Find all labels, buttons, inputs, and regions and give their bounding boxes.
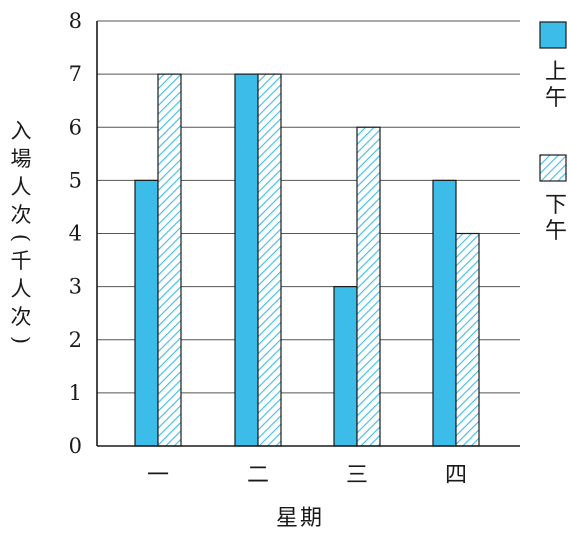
y-tick-label: 1 — [69, 381, 82, 405]
x-tick-labels: 一二三四 — [147, 463, 467, 488]
bars — [134, 73, 480, 447]
x-tick-label: 二 — [247, 463, 269, 488]
y-tick-label: 5 — [69, 168, 82, 192]
y-tick-label: 4 — [69, 222, 82, 246]
y-axis-label-char: 入 — [10, 119, 32, 143]
legend-label-afternoon: 下午 — [544, 193, 567, 244]
x-axis-label: 星期 — [276, 506, 325, 531]
legend-swatch-afternoon — [539, 154, 567, 182]
y-tick-label: 0 — [69, 434, 82, 458]
bar-morning-2 — [234, 73, 259, 447]
legend-label-morning: 上午 — [544, 60, 567, 111]
y-tick-label: 7 — [69, 62, 82, 86]
x-tick-label: 四 — [445, 463, 467, 488]
bar-morning-4 — [432, 179, 457, 447]
y-tick-label: 2 — [69, 328, 82, 352]
y-tick-label: 8 — [69, 9, 82, 33]
bar-morning-1 — [134, 179, 159, 447]
y-axis-label-char: 千 — [10, 249, 32, 273]
legend — [539, 21, 567, 182]
legend-swatch-morning — [539, 21, 567, 49]
y-axis-label-char: 次 — [10, 305, 32, 329]
x-tick-label: 一 — [147, 463, 169, 488]
bar-morning-3 — [333, 286, 358, 447]
bar-afternoon-2 — [257, 73, 282, 447]
y-tick-labels: 0 1 2 3 4 5 6 7 8 — [69, 9, 82, 458]
bar-afternoon-1 — [157, 73, 182, 447]
y-tick-label: 3 — [69, 275, 82, 299]
y-axis-label-char: 次 — [10, 203, 32, 227]
y-axis-label-char: 人 — [10, 175, 32, 199]
y-axis-label-char: ) — [9, 335, 33, 345]
bar-afternoon-3 — [356, 126, 381, 447]
y-axis-label-char: 人 — [10, 277, 32, 301]
x-tick-label: 三 — [346, 463, 368, 488]
axes — [96, 21, 520, 447]
bar-afternoon-4 — [455, 232, 480, 447]
y-axis-label-char: 場 — [10, 147, 32, 171]
y-tick-label: 6 — [69, 115, 82, 139]
